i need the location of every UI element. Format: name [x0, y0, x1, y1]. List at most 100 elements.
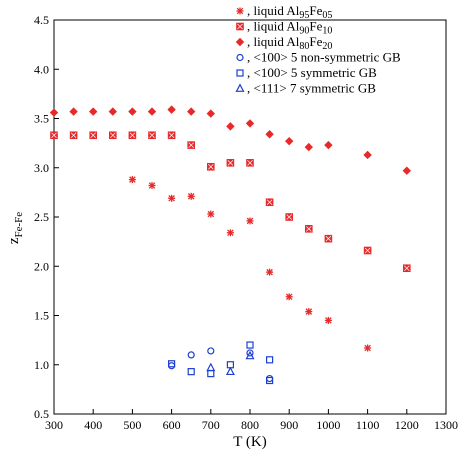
- data-point: [246, 159, 254, 167]
- data-point: [304, 225, 313, 233]
- data-point: [266, 374, 274, 383]
- data-point: [128, 107, 137, 116]
- x-tick-label: 300: [45, 418, 63, 432]
- data-point: [245, 350, 255, 360]
- data-point: [246, 341, 254, 349]
- series-1: [128, 176, 372, 352]
- x-tick-label: 900: [280, 418, 298, 432]
- data-point: [324, 316, 332, 324]
- data-point: [148, 131, 156, 140]
- legend-marker: [235, 83, 245, 92]
- data-points: [49, 105, 411, 385]
- data-point: [226, 159, 235, 167]
- data-point: [69, 131, 78, 140]
- series-3: [49, 105, 411, 175]
- legend-item: , liquid Al90Fe10: [236, 19, 332, 37]
- data-point: [108, 107, 117, 116]
- legend-marker: [236, 22, 244, 31]
- y-tick-label: 1.5: [34, 309, 49, 323]
- y-tick-label: 4.5: [34, 13, 49, 27]
- data-point: [363, 150, 372, 160]
- data-point: [324, 234, 333, 243]
- y-tick-label: 4.0: [34, 62, 49, 76]
- data-point: [168, 194, 176, 202]
- legend-marker: [236, 7, 244, 15]
- data-point: [147, 107, 157, 116]
- data-point: [364, 344, 372, 352]
- data-point: [207, 370, 215, 378]
- series-6: [206, 350, 255, 376]
- legend-item: , <100> 5 non-symmetric GB: [236, 50, 401, 65]
- legend-label: , <100> 5 symmetric GB: [247, 65, 377, 80]
- legend-marker: [236, 69, 244, 77]
- legend-label: , liquid Al95Fe05: [247, 3, 332, 21]
- data-point: [226, 122, 235, 131]
- data-point: [167, 131, 176, 140]
- x-tick-label: 500: [123, 418, 141, 432]
- legend-item: , liquid Al95Fe05: [236, 3, 332, 21]
- series-2: [50, 131, 411, 273]
- y-tick-label: 1.0: [34, 358, 49, 372]
- data-point: [285, 293, 293, 301]
- legend-marker: [235, 37, 245, 47]
- data-point: [266, 268, 274, 276]
- data-point: [167, 105, 176, 114]
- data-point: [49, 108, 59, 117]
- x-tick-label: 700: [202, 418, 220, 432]
- data-point: [89, 107, 98, 116]
- legend-marker: [236, 53, 244, 62]
- x-tick-label: 1300: [434, 418, 458, 432]
- data-point: [305, 308, 313, 316]
- data-point: [285, 136, 294, 146]
- data-point: [207, 347, 215, 355]
- data-point: [187, 107, 196, 116]
- data-point: [265, 130, 274, 139]
- y-tick-label: 2.0: [34, 259, 49, 273]
- data-point: [246, 349, 254, 357]
- x-tick-label: 800: [241, 418, 259, 432]
- data-point: [69, 107, 78, 116]
- data-point: [265, 198, 274, 207]
- data-point: [187, 351, 195, 359]
- data-point: [168, 362, 176, 370]
- data-point: [246, 217, 254, 225]
- data-point: [109, 131, 117, 140]
- y-tick-label: 3.0: [34, 161, 49, 175]
- legend-label: , <111> 7 symmetric GB: [247, 81, 376, 96]
- data-point: [50, 131, 58, 140]
- data-point: [207, 210, 215, 218]
- data-point: [207, 162, 215, 171]
- legend-label: , <100> 5 non-symmetric GB: [247, 50, 401, 65]
- y-axis-label: zFe-Fe: [6, 212, 25, 244]
- y-tick-label: 2.5: [34, 210, 49, 224]
- data-point: [324, 140, 333, 150]
- data-point: [226, 229, 234, 237]
- legend-item: , <100> 5 symmetric GB: [236, 65, 377, 80]
- data-point: [304, 142, 313, 152]
- legend-item: , liquid Al80Fe20: [235, 34, 332, 52]
- x-tick-label: 600: [163, 418, 181, 432]
- data-point: [402, 264, 411, 273]
- data-point: [187, 368, 195, 376]
- data-point: [225, 366, 235, 376]
- data-point: [206, 362, 216, 372]
- data-point: [168, 360, 176, 368]
- legend-label: , liquid Al90Fe10: [247, 19, 332, 37]
- data-point: [285, 213, 294, 221]
- y-axis-label-main: z: [6, 237, 22, 244]
- series-4: [168, 347, 274, 383]
- series-5: [168, 341, 274, 385]
- y-axis-label-sub: Fe-Fe: [13, 212, 25, 238]
- data-point: [363, 246, 372, 255]
- x-tick-label: 1100: [356, 418, 380, 432]
- data-point: [187, 192, 195, 200]
- legend-item: , <111> 7 symmetric GB: [235, 81, 376, 96]
- y-tick-label: 0.5: [34, 407, 49, 421]
- x-tick-label: 1200: [395, 418, 419, 432]
- data-point: [187, 141, 195, 149]
- data-point: [266, 376, 274, 385]
- axis-ticks: 300 400 500 600 700 800 900 1000 1100 1200 1300 0.5…: [34, 13, 458, 432]
- x-axis-label: T (K): [233, 434, 266, 450]
- data-point: [128, 131, 137, 140]
